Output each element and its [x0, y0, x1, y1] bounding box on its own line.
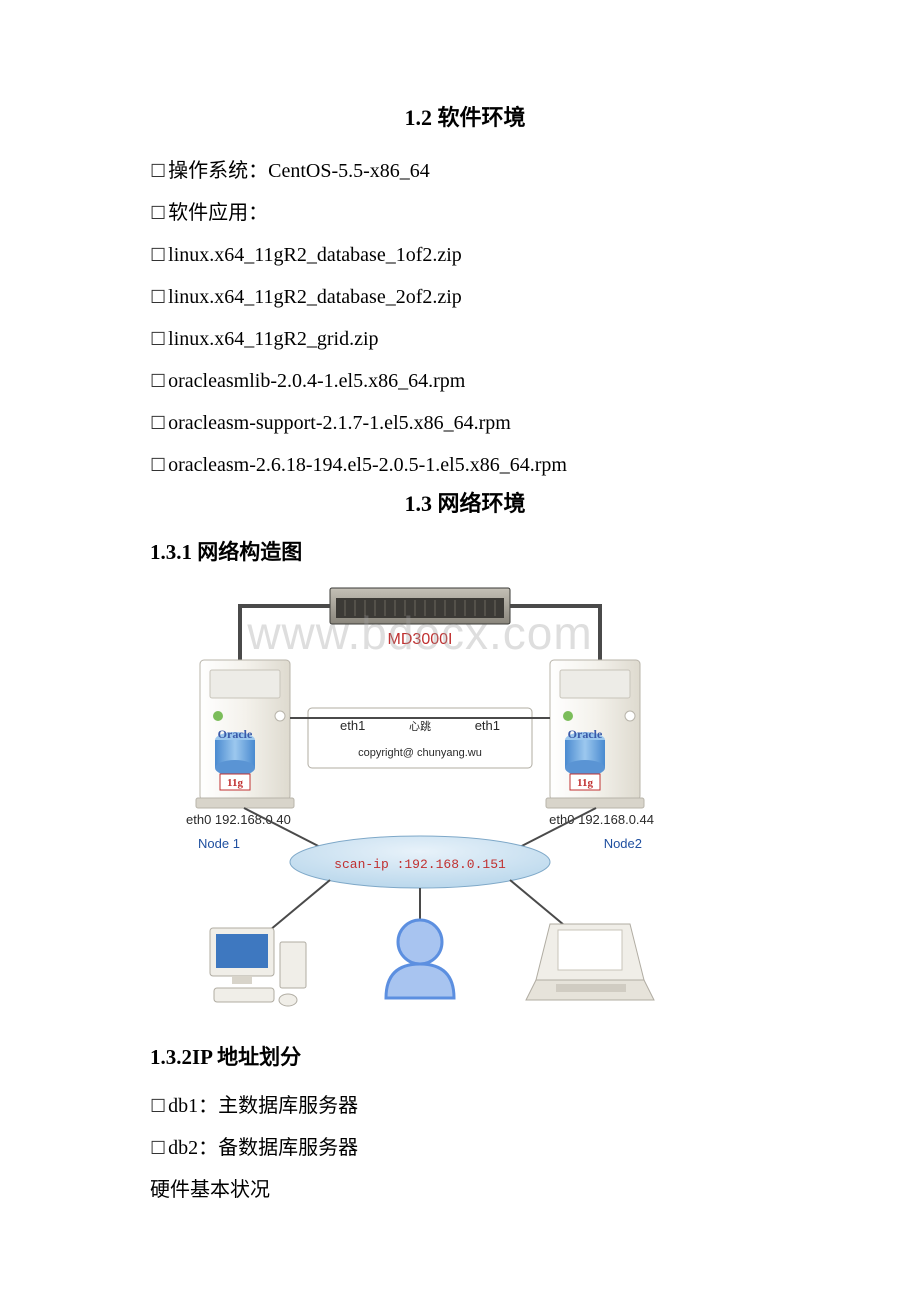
section-title-1-3: 1.3 网络环境	[150, 486, 780, 518]
storage-icon	[330, 588, 510, 624]
sw-item: oracleasm-2.6.18-194.el5-2.0.5-1.el5.x86…	[150, 444, 780, 486]
desktop-icon	[210, 928, 306, 1006]
user-icon	[386, 920, 454, 998]
os-value: CentOS-5.5-x86_64	[268, 160, 430, 182]
server1-icon: Oracle 11g	[196, 660, 294, 808]
server2-oracle: Oracle	[568, 727, 603, 741]
server2-version: 11g	[577, 777, 593, 789]
storage-label: MD3000I	[388, 631, 453, 648]
node2-label: Node2	[604, 836, 642, 851]
sw-label: 软件应用：	[168, 202, 268, 224]
sw-item: linux.x64_11gR2_grid.zip	[150, 318, 780, 360]
node1-label: Node 1	[198, 836, 240, 851]
sw-item: oracleasm-support-2.1.7-1.el5.x86_64.rpm	[150, 402, 780, 444]
section-title-1-3-1: 1.3.1 网络构造图	[150, 536, 780, 566]
network-diagram-svg: MD3000I Oracle 11g	[150, 580, 690, 1020]
sw-item: linux.x64_11gR2_database_1of2.zip	[150, 234, 780, 276]
network-diagram: www.bdocx.com MD3000I	[150, 580, 690, 1025]
scan-ip-label: scan-ip :192.168.0.151	[334, 857, 506, 872]
laptop-icon	[526, 924, 654, 1000]
section-title-1-3-2: 1.3.2IP 地址划分	[150, 1041, 780, 1071]
heartbeat-label: 心跳	[409, 719, 431, 733]
server1-oracle: Oracle	[218, 727, 253, 741]
os-line: 操作系统：CentOS-5.5-x86_64	[150, 150, 780, 192]
os-label: 操作系统：	[168, 160, 268, 182]
ip-db2: db2：备数据库服务器	[150, 1127, 780, 1169]
ip-db1: db1：主数据库服务器	[150, 1085, 780, 1127]
hw-line: 硬件基本状况	[150, 1169, 780, 1211]
node1-eth1: eth1	[340, 718, 365, 733]
section-title-1-2: 1.2 软件环境	[150, 100, 780, 132]
copyright-label: copyright@ chunyang.wu	[358, 747, 482, 759]
sw-item: linux.x64_11gR2_database_2of2.zip	[150, 276, 780, 318]
sw-item: oracleasmlib-2.0.4-1.el5.x86_64.rpm	[150, 360, 780, 402]
node2-eth1: eth1	[475, 718, 500, 733]
sw-line: 软件应用：	[150, 192, 780, 234]
server2-icon: Oracle 11g	[546, 660, 644, 808]
server1-version: 11g	[227, 777, 243, 789]
